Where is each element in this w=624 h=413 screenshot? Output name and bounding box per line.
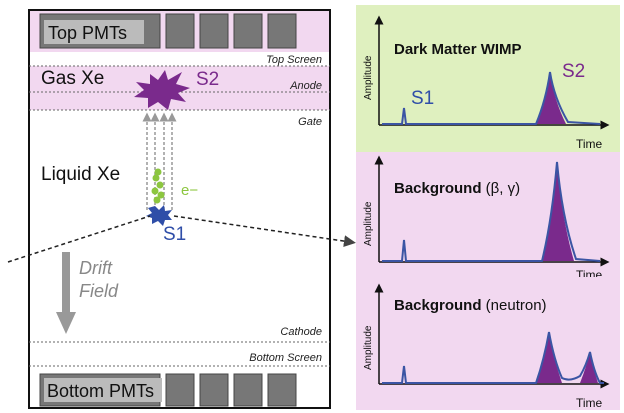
y-axis-label: Amplitude <box>363 325 374 370</box>
pmt <box>233 13 263 49</box>
bottom-pmts-label: Bottom PMTs <box>47 381 154 401</box>
electron-dot <box>157 191 165 199</box>
pmt <box>199 13 229 49</box>
bottom-pmt-array: Bottom PMTs <box>39 373 297 407</box>
pmt <box>199 373 229 407</box>
electron-label: e− <box>181 182 198 199</box>
panel-background-beta-gamma: Amplitude Time Background (β, γ) <box>356 152 620 282</box>
s1-label: S1 <box>163 224 186 245</box>
top-screen-label: Top Screen <box>266 54 322 66</box>
pmt <box>165 13 195 49</box>
electron-dot <box>152 174 160 182</box>
signal-trace <box>382 331 604 384</box>
s2-burst-icon <box>134 70 190 110</box>
drift-field-arrow-icon <box>56 252 76 334</box>
electron-dot <box>154 168 162 176</box>
electron-dot <box>153 196 161 204</box>
panel-title: Dark Matter WIMP <box>394 41 522 58</box>
panel-title: Background (neutron) <box>394 297 547 314</box>
s2-secondary-peak-fill <box>580 352 598 383</box>
panel-dark-matter: Amplitude Time Dark Matter WIMP S1 S2 <box>356 5 620 152</box>
panel-background <box>356 277 620 410</box>
s2-peak-label: S2 <box>562 61 585 82</box>
gate-label: Gate <box>298 116 322 128</box>
s2-label: S2 <box>196 69 219 90</box>
pmt <box>165 373 195 407</box>
s1-peak-label: S1 <box>411 88 434 109</box>
electron-dot <box>151 187 159 195</box>
pmt-label-box <box>44 20 144 44</box>
x-axis-label: Time <box>576 396 603 410</box>
connector-line-left <box>7 215 151 263</box>
cathode-label: Cathode <box>280 326 322 338</box>
x-axis-label: Time <box>576 137 603 151</box>
y-axis-label: Amplitude <box>363 201 374 246</box>
panel-background <box>356 5 620 152</box>
signal-trace <box>382 161 601 262</box>
electron-dot <box>156 181 164 189</box>
drift-label-line2: Field <box>79 281 119 301</box>
connector-line-right <box>173 215 356 248</box>
liquid-xe-label: Liquid Xe <box>41 164 120 185</box>
panel-background-neutron: Amplitude Time Background (neutron) <box>356 277 620 410</box>
top-pmts-label: Top PMTs <box>48 23 127 43</box>
bottom-screen-label: Bottom Screen <box>249 352 322 364</box>
s2-peak-fill <box>536 332 562 383</box>
y-axis-label: Amplitude <box>363 55 374 100</box>
gas-xe-label: Gas Xe <box>41 68 104 89</box>
panel-background <box>356 152 620 277</box>
anode-label: Anode <box>289 80 322 92</box>
detector: Top PMTs Bottom PMTs Top Screen Anode Ga… <box>28 9 331 409</box>
s2-peak-fill <box>536 72 566 124</box>
pmt <box>233 373 263 407</box>
pmt <box>267 13 297 49</box>
panel-title: Background (β, γ) <box>394 180 520 197</box>
pmt <box>267 373 297 407</box>
s1-burst-icon <box>146 205 172 226</box>
top-pmt-array: Top PMTs <box>39 13 297 49</box>
detector-outline <box>28 9 331 409</box>
signal-trace <box>382 71 601 125</box>
electron-cloud <box>151 168 165 204</box>
drift-label-line1: Drift <box>79 258 113 278</box>
pmt-label-box <box>44 378 162 402</box>
s2-peak-fill <box>542 162 574 261</box>
